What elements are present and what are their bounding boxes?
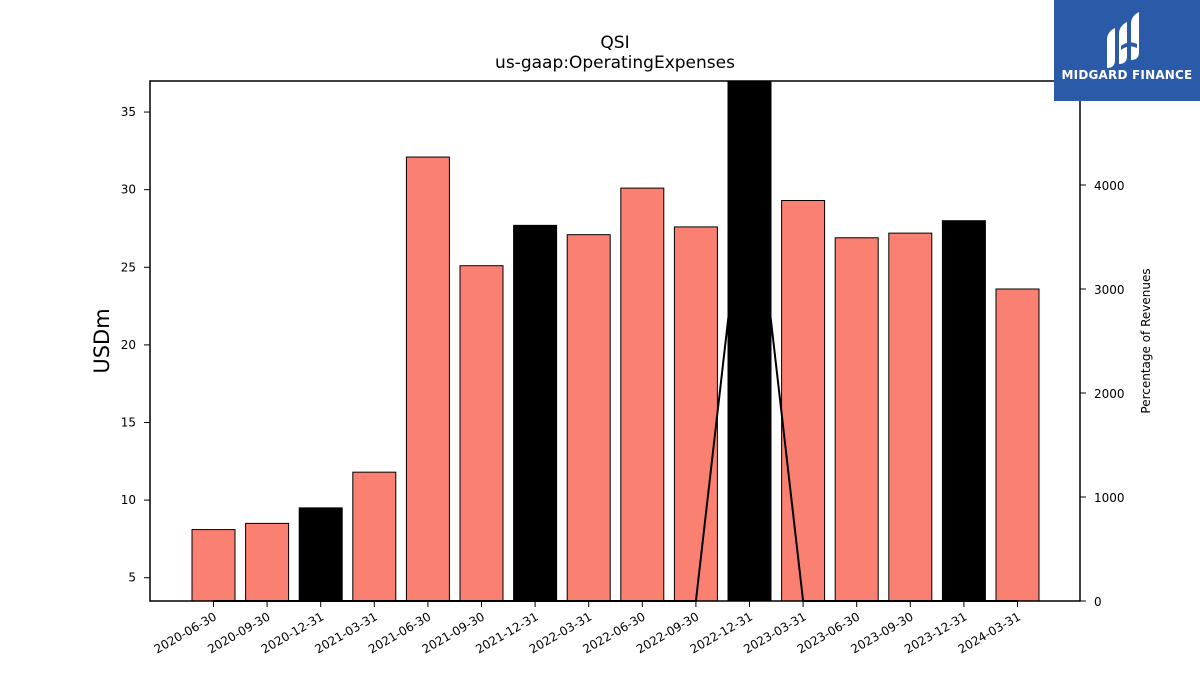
bar-2020-12-31 <box>298 507 343 602</box>
chart-subtitle: us-gaap:OperatingExpenses <box>495 53 735 73</box>
bars-group <box>191 80 1040 602</box>
y-tick-label-30: 30 <box>121 183 136 197</box>
midgard-finance-logo: MIDGARD FINANCE <box>1054 0 1200 101</box>
x-axis: 2020-06-302020-09-302020-12-312021-03-31… <box>152 601 1023 656</box>
y2-axis-label: Percentage of Revenues <box>1139 268 1153 413</box>
bar-2021-03-31 <box>352 471 397 602</box>
y-tick-label-35: 35 <box>121 105 136 119</box>
bar-2023-03-31 <box>781 200 826 602</box>
y2-tick-label-0: 0 <box>1094 595 1102 609</box>
y-tick-label-25: 25 <box>121 260 136 274</box>
secondary-point-2022-12-31 <box>748 132 751 134</box>
y-tick-label-10: 10 <box>121 493 136 507</box>
bar-2023-06-30 <box>834 237 879 602</box>
bar-2020-09-30 <box>245 522 290 602</box>
bar-2021-09-30 <box>459 265 504 602</box>
y-axis-right: 010002000300040005000 <box>1080 75 1125 609</box>
bar-2023-12-31 <box>941 220 986 602</box>
bar-2023-09-30 <box>888 232 933 602</box>
y-axis-left: 5 10 15 20 25 30 35 <box>121 105 150 585</box>
bar-2024-03-31 <box>995 288 1040 602</box>
y-tick-label-20: 20 <box>121 338 136 352</box>
y2-tick-label-4000: 4000 <box>1094 179 1125 193</box>
bar-2022-03-31 <box>566 234 611 602</box>
y2-tick-label-3000: 3000 <box>1094 283 1125 297</box>
chart-title: QSI <box>600 33 629 53</box>
logo-text: MIDGARD FINANCE <box>1061 68 1193 82</box>
bar-2021-06-30 <box>405 156 450 602</box>
midgard-logo-icon <box>1107 12 1139 68</box>
plot-frame <box>149 80 1081 602</box>
bar-2022-06-30 <box>620 187 665 602</box>
y2-tick-label-2000: 2000 <box>1094 387 1125 401</box>
bar-2021-12-31 <box>513 224 558 602</box>
bar-2020-06-30 <box>191 529 236 602</box>
y-axis-label: USDm <box>90 308 114 373</box>
bar-2022-09-30 <box>673 226 718 602</box>
bar-2022-12-31 <box>727 80 772 602</box>
y-tick-label-15: 15 <box>121 415 136 429</box>
y2-tick-label-1000: 1000 <box>1094 491 1125 505</box>
y-tick-label-5: 5 <box>128 571 136 585</box>
